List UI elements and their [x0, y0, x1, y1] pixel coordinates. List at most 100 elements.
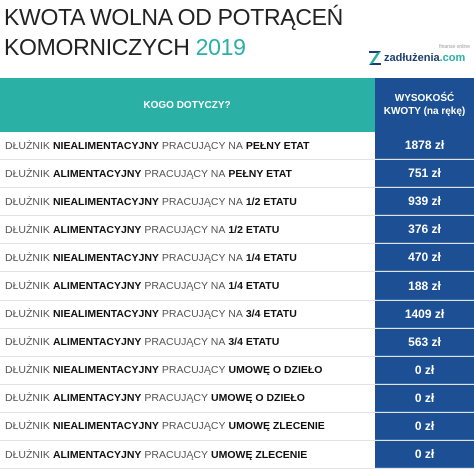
logo-suffix: .com [439, 52, 466, 64]
row-text: NIEALIMENTACYJNY [52, 251, 159, 264]
row-text: 1/4 ETATU [228, 280, 280, 293]
row-text: DŁUŻNIK [5, 280, 50, 293]
title-line: KWOTA WOLNA OD POTRĄCEŃ [4, 4, 343, 30]
row-text: PRACUJĄCY NA [161, 308, 243, 321]
column-header: WYSOKOŚĆ KWOTY (na rękę) [375, 78, 474, 132]
row-description: DŁUŻNIK ALIMENTACYJNY PRACUJĄCY NA PEŁNY ET… [0, 160, 375, 187]
row-description: DŁUŻNIK NIEALIMENTACYJNY PRACUJĄCY NA PEŁNY… [0, 132, 375, 159]
row-description: DŁUŻNIK ALIMENTACYJNY PRACUJĄCY NA 1/2 ETAT… [0, 216, 375, 243]
row-text: NIEALIMENTACYJNY [52, 308, 159, 321]
table-row: DŁUŻNIK ALIMENTACYJNY PRACUJĄCY NA 1/2 ETAT… [0, 216, 474, 245]
row-amount: 0 zł [375, 412, 474, 441]
logo-text: zadłużenia [384, 52, 440, 64]
row-text: PRACUJĄCY NA [144, 167, 226, 180]
row-text: DŁUŻNIK [5, 139, 50, 152]
table-row: DŁUŻNIK NIEALIMENTACYJNY PRACUJĄCY NA 3/4 E… [0, 300, 474, 329]
title-line: KOMORNICZYCH 2019 [4, 32, 343, 62]
table-row: DŁUŻNIK ALIMENTACYJNY PRACUJĄCY NA PEŁNY ET… [0, 160, 474, 189]
row-description: DŁUŻNIK ALIMENTACYJNY PRACUJĄCY UMOWĘ ZLECE… [0, 441, 375, 468]
row-text: DŁUŻNIK [5, 392, 50, 405]
row-amount: 1878 zł [375, 132, 474, 160]
row-text: PRACUJĄCY NA [161, 195, 243, 208]
logo-name: zadłużenia.com [384, 52, 465, 64]
table-row: DŁUŻNIK NIEALIMENTACYJNY PRACUJĄCY NA 1/2 E… [0, 188, 474, 217]
row-text: UMOWĘ ZLECENIE [228, 420, 325, 433]
row-text: PRACUJĄCY [144, 392, 209, 405]
row-text: NIEALIMENTACYJNY [52, 139, 159, 152]
row-text: UMOWĘ ZLECENIE [211, 448, 308, 461]
row-text: NIEALIMENTACYJNY [52, 420, 159, 433]
row-amount: 1409 zł [375, 300, 474, 328]
row-amount: 0 zł [375, 356, 474, 384]
row-amount: 563 zł [375, 328, 474, 356]
row-text: DŁUŻNIK [5, 308, 50, 321]
row-description: DŁUŻNIK NIEALIMENTACYJNY PRACUJĄCY NA 3/4 E… [0, 301, 375, 328]
row-text: ALIMENTACYJNY [52, 336, 142, 349]
row-text: UMOWĘ O DZIEŁO [211, 392, 305, 405]
row-amount: 939 zł [375, 188, 474, 216]
table-row: DŁUŻNIK ALIMENTACYJNY PRACUJĄCY UMOWĘ ZLECE… [0, 441, 474, 469]
title-year: 2019 [195, 34, 246, 60]
row-amount: 188 zł [375, 272, 474, 300]
row-description: DŁUŻNIK ALIMENTACYJNY PRACUJĄCY NA 3/4 ETAT… [0, 329, 375, 356]
row-text: PEŁNY ETAT [245, 139, 310, 152]
row-text: ALIMENTACYJNY [52, 280, 142, 293]
table-row: DŁUŻNIK NIEALIMENTACYJNY PRACUJĄCY NA 1/4 E… [0, 244, 474, 273]
table-row: DŁUŻNIK NIEALIMENTACYJNY PRACUJĄCY UMOWĘ O … [0, 356, 474, 385]
table-row: DŁUŻNIK ALIMENTACYJNY PRACUJĄCY NA 3/4 ETAT… [0, 328, 474, 357]
row-text: 1/2 ETATU [228, 223, 280, 236]
row-text: PRACUJĄCY [161, 420, 226, 433]
row-text: NIEALIMENTACYJNY [52, 364, 159, 377]
row-text: NIEALIMENTACYJNY [52, 195, 159, 208]
row-description: DŁUŻNIK NIEALIMENTACYJNY PRACUJĄCY UMOWĘ O … [0, 357, 375, 384]
row-text: DŁUŻNIK [5, 223, 50, 236]
table-row: DŁUŻNIK NIEALIMENTACYJNY PRACUJĄCY UMOWĘ ZL… [0, 412, 474, 442]
column-header: KOGO DOTYCZY? [143, 99, 231, 111]
row-text: DŁUŻNIK [5, 420, 50, 433]
row-amount: 376 zł [375, 216, 474, 244]
table-body: DŁUŻNIK NIEALIMENTACYJNY PRACUJĄCY NA PEŁNY… [0, 132, 474, 469]
row-text: PEŁNY ETAT [228, 167, 292, 180]
row-text: DŁUŻNIK [5, 336, 50, 349]
row-text: DŁUŻNIK [5, 195, 50, 208]
row-text: PRACUJĄCY NA [144, 223, 226, 236]
row-text: 1/2 ETATU [245, 195, 297, 208]
table-row: DŁUŻNIK ALIMENTACYJNY PRACUJĄCY UMOWĘ O DZI… [0, 384, 474, 413]
row-description: DŁUŻNIK NIEALIMENTACYJNY PRACUJĄCY NA 1/2 E… [0, 188, 375, 215]
row-text: DŁUŻNIK [5, 167, 50, 180]
row-text: ALIMENTACYJNY [52, 392, 142, 405]
row-text: 1/4 ETATU [245, 251, 297, 264]
row-amount: 751 zł [375, 160, 474, 188]
logo-icon [369, 51, 381, 65]
row-text: 3/4 ETATU [228, 336, 280, 349]
row-description: DŁUŻNIK NIEALIMENTACYJNY PRACUJĄCY NA 1/4 E… [0, 244, 375, 271]
row-text: UMOWĘ O DZIEŁO [228, 364, 323, 377]
title: KWOTA WOLNA OD POTRĄCEŃ KOMORNICZYCH 201… [4, 2, 343, 62]
row-text: PRACUJĄCY NA [144, 336, 226, 349]
row-description: DŁUŻNIK NIEALIMENTACYJNY PRACUJĄCY UMOWĘ ZL… [0, 413, 375, 440]
row-text: 3/4 ETATU [245, 308, 297, 321]
row-text: DŁUŻNIK [5, 448, 50, 461]
logo[interactable]: finanse online zadłużenia.com [368, 44, 472, 70]
row-text: PRACUJĄCY [144, 448, 209, 461]
row-text: DŁUŻNIK [5, 364, 50, 377]
title-text: KOMORNICZYCH [4, 34, 190, 60]
row-amount: 470 zł [375, 244, 474, 272]
table-row: DŁUŻNIK NIEALIMENTACYJNY PRACUJĄCY NA PEŁNY… [0, 132, 474, 161]
row-text: PRACUJĄCY NA [161, 251, 243, 264]
row-text: PRACUJĄCY NA [161, 139, 243, 152]
row-amount: 0 zł [375, 441, 474, 469]
row-text: PRACUJĄCY NA [144, 280, 226, 293]
row-amount: 0 zł [375, 384, 474, 412]
logo-tagline: finanse online [439, 44, 470, 50]
row-text: DŁUŻNIK [5, 251, 50, 264]
table-row: DŁUŻNIK ALIMENTACYJNY PRACUJĄCY NA 1/4 ETAT… [0, 272, 474, 301]
row-description: DŁUŻNIK ALIMENTACYJNY PRACUJĄCY NA 1/4 ETAT… [0, 272, 375, 299]
row-description: DŁUŻNIK ALIMENTACYJNY PRACUJĄCY UMOWĘ O DZI… [0, 385, 375, 412]
row-text: ALIMENTACYJNY [52, 448, 142, 461]
row-text: ALIMENTACYJNY [52, 223, 142, 236]
table-header: KOGO DOTYCZY? WYSOKOŚĆ KWOTY (na rękę) [0, 78, 474, 132]
row-text: PRACUJĄCY [161, 364, 226, 377]
row-text: ALIMENTACYJNY [52, 167, 142, 180]
